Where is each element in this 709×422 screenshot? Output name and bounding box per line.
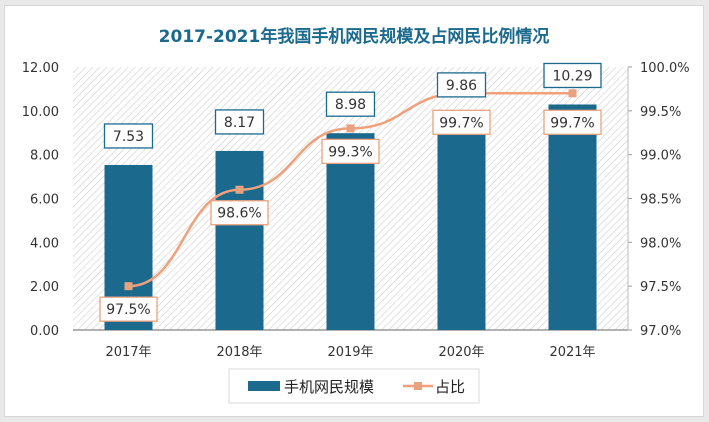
legend-bar-swatch <box>248 381 280 391</box>
line-data-label: 99.7% <box>439 115 483 131</box>
line-data-label: 99.7% <box>550 115 594 131</box>
bar-data-label: 7.53 <box>113 129 144 145</box>
line-point-2017年 <box>124 282 133 291</box>
x-axis-tick: 2017年 <box>105 345 151 360</box>
left-axis-tick: 6.00 <box>30 193 59 208</box>
right-axis-tick: 98.5% <box>640 193 681 208</box>
line-data-label-box <box>543 109 602 135</box>
line-data-label-box <box>321 138 380 165</box>
line-data-label-box <box>432 109 491 135</box>
bar-data-label: 10.29 <box>552 68 592 84</box>
left-axis-tick: 12.00 <box>22 61 59 76</box>
line-point-2019年 <box>346 124 355 133</box>
line-data-label: 99.3% <box>328 144 372 160</box>
left-axis-tick: 10.00 <box>22 105 59 120</box>
x-axis-tick: 2019年 <box>327 345 373 360</box>
bar-data-label-box <box>214 109 265 135</box>
right-axis-tick: 100.0% <box>640 61 690 76</box>
bar-2018年 <box>215 150 264 330</box>
left-axis-tick: 8.00 <box>30 149 59 164</box>
line-point-2018年 <box>235 185 244 194</box>
right-axis-tick: 99.0% <box>640 149 681 164</box>
bar-data-label: 8.17 <box>224 115 255 131</box>
right-axis-tick: 97.5% <box>640 280 681 295</box>
left-axis-tick: 2.00 <box>30 280 59 295</box>
bar-data-label-box <box>436 72 487 98</box>
bar-2020年 <box>437 113 486 330</box>
legend-line-marker <box>414 382 422 390</box>
line-data-label-box <box>99 296 158 322</box>
bar-2019年 <box>326 133 375 330</box>
right-axis-tick: 97.0% <box>640 324 681 339</box>
legend: 手机网民规模 占比 <box>228 368 480 404</box>
bar-data-label: 9.86 <box>446 78 477 94</box>
bar-data-label-box <box>543 62 602 89</box>
chart-title: 2017-2021年我国手机网民规模及占网民比例情况 <box>159 26 550 47</box>
right-axis-tick: 99.5% <box>640 105 681 120</box>
bar-data-label-box <box>325 91 376 117</box>
legend-bar-label: 手机网民规模 <box>284 378 374 396</box>
chart-panel: 2017-2021年我国手机网民规模及占网民比例情况 0.00 2.00 4.00 6… <box>4 5 704 417</box>
right-axis-tick: 98.0% <box>640 236 681 251</box>
left-axis-tick: 4.00 <box>30 236 59 251</box>
x-axis-tick: 2021年 <box>549 345 595 360</box>
x-axis-tick: 2018年 <box>216 345 262 360</box>
line-data-label-box <box>210 200 269 226</box>
bar-data-label: 8.98 <box>335 97 366 113</box>
line-point-2021年 <box>568 89 577 98</box>
line-data-label: 97.5% <box>106 302 150 318</box>
chart: 2017-2021年我国手机网民规模及占网民比例情况 0.00 2.00 4.00 6… <box>22 26 690 404</box>
legend-line-label: 占比 <box>435 378 465 396</box>
line-data-label: 98.6% <box>217 206 261 222</box>
x-axis-tick: 2020年 <box>438 345 484 360</box>
left-axis-tick: 0.00 <box>30 324 59 339</box>
bar-2021年 <box>548 104 597 330</box>
bar-data-label-box <box>103 123 154 149</box>
